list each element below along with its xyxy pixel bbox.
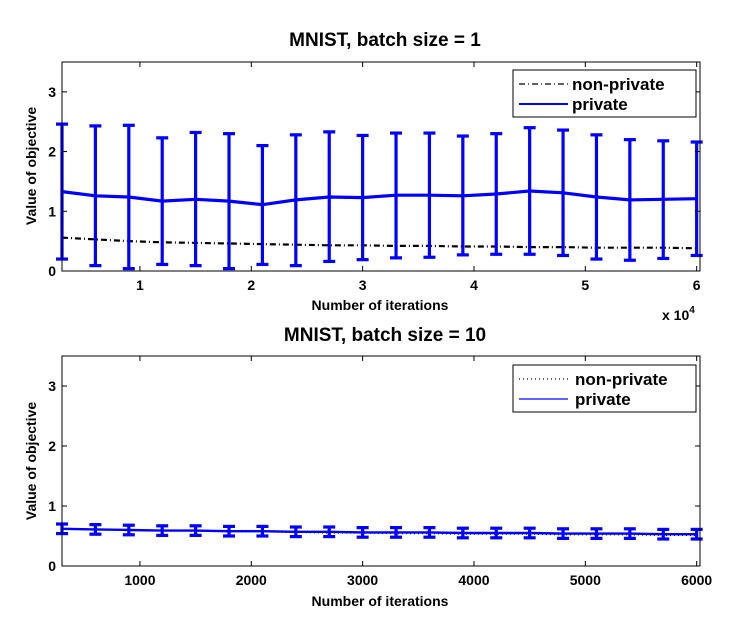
chart-2-error-bar [690, 527, 703, 541]
chart-1-y-tick-label: 1 [48, 203, 56, 219]
chart-2-legend: non-private private [512, 364, 697, 413]
chart-2-error-bar [557, 527, 570, 541]
chart-1-x-axis-label: Number of iterations [312, 297, 449, 313]
chart-batch-1: MNIST, batch size = 1 1 2 3 4 5 6 0 1 2 3 Number… [23, 30, 703, 323]
chart-2-y-axis-label: Value of objective [23, 402, 39, 520]
chart-2-series-non-private-line [61, 527, 697, 537]
chart-2-error-bar [89, 522, 102, 536]
chart-1-x-multiplier-base: x 10 [662, 307, 689, 323]
chart-1-error-bar [89, 124, 102, 268]
chart-1-error-bar [223, 132, 236, 271]
chart-2-y-tick-label: 2 [48, 438, 56, 454]
chart-2-x-tick-label: 1000 [124, 572, 155, 588]
chart-2-x-tick-label: 3000 [347, 572, 378, 588]
chart-1-error-bar [456, 134, 469, 257]
chart-2-x-tick-label: 6000 [681, 572, 712, 588]
chart-1-error-bar [523, 126, 536, 256]
chart-2-legend-label-non-private: non-private [575, 370, 668, 389]
chart-2-legend-label-private: private [575, 390, 631, 409]
chart-2-error-bar [189, 524, 202, 538]
chart-2-marks [56, 522, 703, 541]
chart-1-x-tick-label: 4 [470, 277, 478, 293]
chart-1-series-non-private-line [61, 236, 697, 250]
chart-2-x-ticks: 1000 2000 3000 4000 5000 6000 [124, 356, 712, 588]
chart-1-x-tick-label: 1 [136, 277, 144, 293]
chart-2-error-bar [256, 524, 269, 538]
chart-1-y-axis-label: Value of objective [23, 107, 39, 225]
chart-1-y-tick-label: 3 [48, 84, 56, 100]
chart-1-x-tick-label: 2 [247, 277, 255, 293]
chart-1-error-bar [356, 133, 369, 262]
chart-2-error-bar [657, 527, 670, 541]
chart-1-x-tick-label: 6 [693, 277, 701, 293]
chart-1-legend-label-private: private [572, 95, 628, 114]
chart-2-error-bar [623, 527, 636, 541]
chart-1-x-tick-label: 3 [359, 277, 367, 293]
chart-1-error-bar [490, 132, 503, 256]
chart-1-error-bar [557, 128, 570, 258]
chart-1-series-private-line [61, 189, 697, 207]
chart-2-error-bar [590, 527, 603, 541]
chart-2-x-tick-label: 2000 [236, 572, 267, 588]
chart-1-plot-frame [61, 61, 701, 272]
chart-2-y-tick-label: 3 [48, 378, 56, 394]
chart-2-error-bar [456, 526, 469, 540]
chart-2-plot-frame [61, 355, 701, 567]
chart-2-legend-box [512, 364, 697, 413]
chart-1-x-tick-label: 5 [581, 277, 589, 293]
chart-2-error-bar [156, 524, 169, 538]
chart-2-y-tick-label: 0 [48, 558, 56, 574]
chart-1-title: MNIST, batch size = 1 [289, 30, 481, 51]
chart-2-error-bar [390, 525, 403, 539]
chart-1-error-bar [189, 130, 202, 268]
chart-2-title: MNIST, batch size = 10 [284, 325, 486, 346]
chart-2-error-bar [490, 526, 503, 540]
chart-2-error-bar [122, 523, 135, 537]
chart-1-error-bar [423, 131, 436, 259]
chart-1-marks [56, 122, 703, 271]
chart-1-error-bar [323, 130, 336, 264]
chart-1-error-bar [256, 144, 269, 267]
chart-2-x-tick-label: 5000 [570, 572, 601, 588]
chart-1-legend: non-private private [512, 69, 697, 118]
chart-2-error-bar [423, 525, 436, 539]
chart-1-x-multiplier-exponent: 4 [689, 305, 695, 316]
chart-1-legend-label-non-private: non-private [572, 75, 665, 94]
chart-1-error-bar [156, 136, 169, 267]
chart-1-y-tick-label: 2 [48, 144, 56, 160]
chart-2-error-bar [223, 524, 236, 538]
chart-1-error-bar [289, 133, 302, 268]
chart-batch-10: MNIST, batch size = 10 1000 2000 3000 4000 5… [23, 325, 712, 609]
chart-2-error-bar [289, 525, 302, 539]
chart-2-y-ticks: 0 1 2 3 [48, 378, 700, 574]
chart-1-error-bar [690, 140, 703, 258]
chart-2-series-private-line [61, 527, 697, 536]
chart-2-error-bar [356, 525, 369, 539]
chart-1-error-bar [390, 131, 403, 260]
chart-1-error-bar [590, 133, 603, 261]
chart-1-y-tick-label: 0 [48, 263, 56, 279]
chart-1-error-bar [623, 138, 636, 262]
chart-2-x-axis-label: Number of iterations [312, 593, 449, 609]
chart-2-error-bar [523, 526, 536, 540]
chart-1-error-bar [657, 139, 670, 261]
chart-2-y-tick-label: 1 [48, 498, 56, 514]
chart-1-x-ticks: 1 2 3 4 5 6 [136, 62, 701, 293]
chart-1-legend-box [512, 69, 697, 118]
chart-2-x-tick-label: 4000 [458, 572, 489, 588]
chart-1-error-bar [122, 123, 135, 271]
chart-1-x-multiplier: x 104 [662, 305, 695, 323]
chart-2-error-bar [323, 525, 336, 539]
